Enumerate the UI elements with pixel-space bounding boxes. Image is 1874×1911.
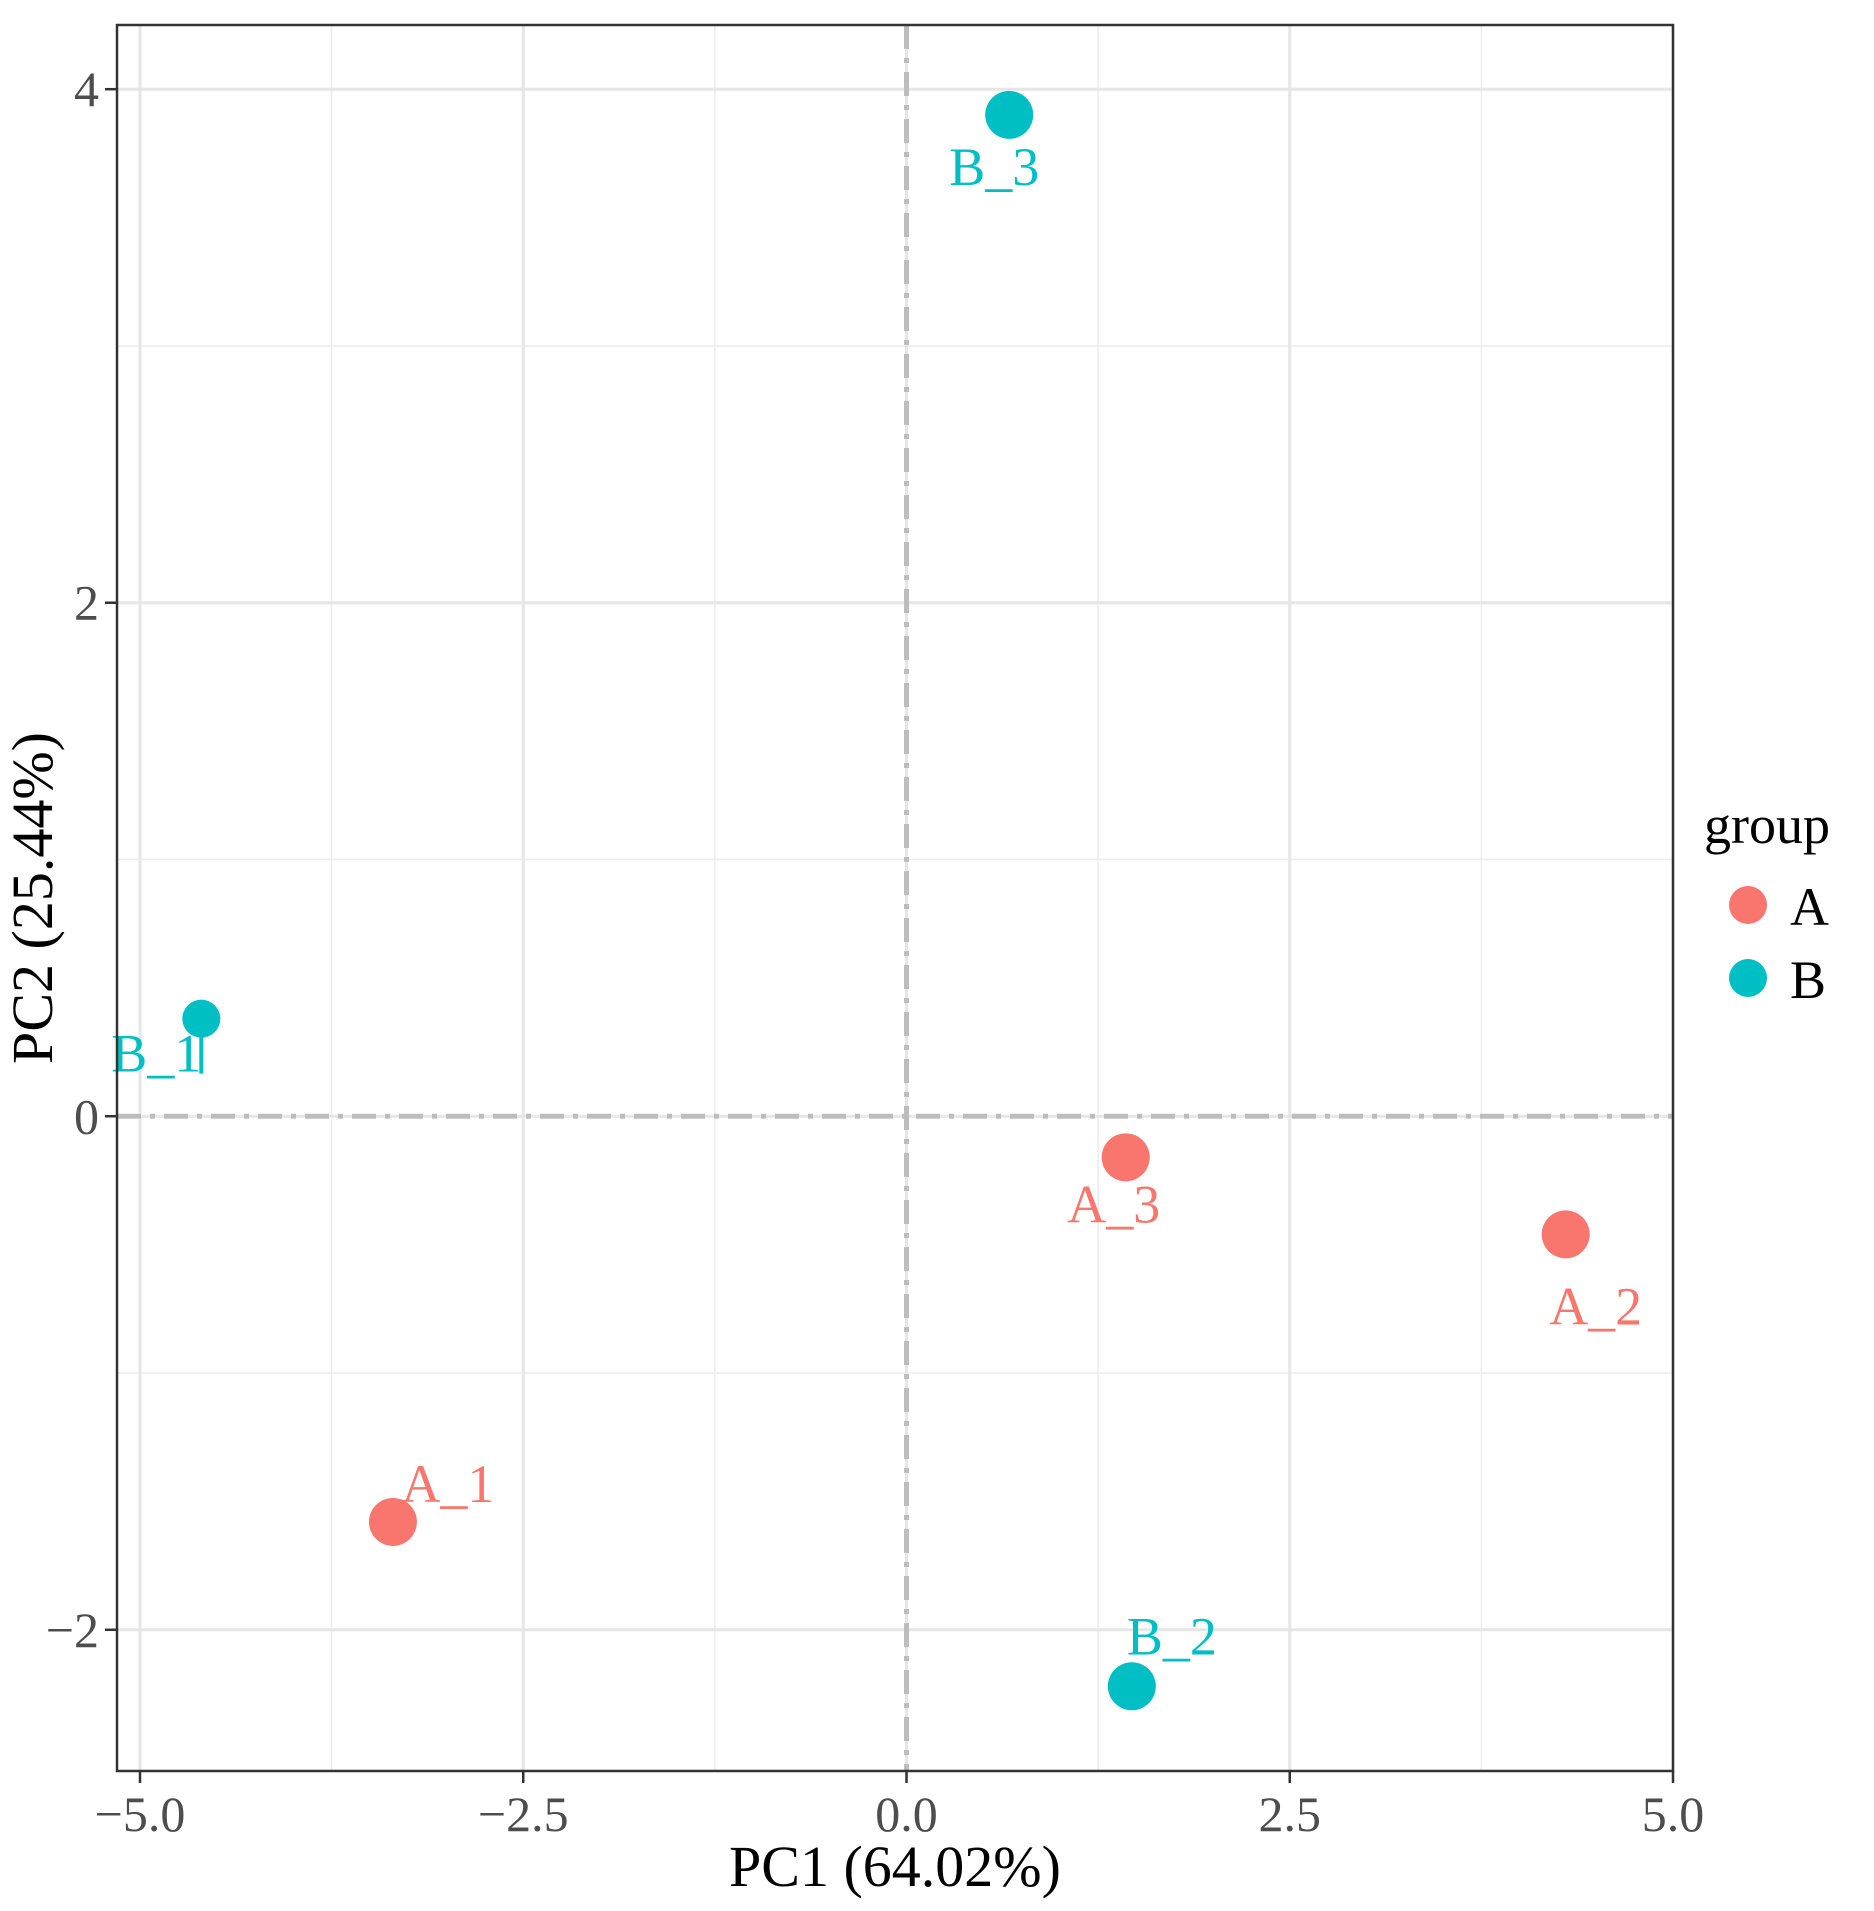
y-axis-title: PC2 (25.44%) [0, 732, 65, 1064]
plot-panel-border [115, 23, 1675, 1773]
y-tick-label: 2 [74, 575, 99, 631]
minor-gridlines [117, 25, 1673, 1771]
y-tick-label: 0 [74, 1088, 99, 1144]
point-B_2 [1107, 1662, 1156, 1711]
point-label-A_3: A_3 [1067, 1174, 1160, 1234]
x-tick-label: −5.0 [95, 1786, 186, 1842]
x-tick-label: 5.0 [1642, 1786, 1705, 1842]
point-A_1 [368, 1497, 417, 1546]
point-label-A_1: A_1 [401, 1454, 494, 1514]
x-axis-title: PC1 (64.02%) [729, 1834, 1061, 1899]
y-axis-ticks: −2 0 2 4 [46, 61, 117, 1658]
point-label-B_2: B_2 [1127, 1606, 1217, 1666]
legend-title: group [1704, 795, 1830, 855]
point-A_2 [1541, 1210, 1590, 1259]
x-tick-label: 0.0 [875, 1786, 938, 1842]
legend-key-B [1729, 959, 1767, 997]
point-label-A_2: A_2 [1549, 1276, 1642, 1336]
point-labels: A_1 A_2 A_3 B_1 B_2 B_3 [111, 137, 1642, 1666]
y-tick-label: −2 [46, 1602, 99, 1658]
major-gridlines [117, 25, 1675, 1771]
x-axis-ticks: −5.0 −2.5 0.0 2.5 5.0 [95, 1771, 1705, 1842]
legend: group AB [1704, 795, 1830, 1010]
legend-key-A [1729, 886, 1767, 924]
x-tick-label: 2.5 [1258, 1786, 1321, 1842]
legend-label-B: B [1790, 950, 1826, 1010]
x-tick-label: −2.5 [478, 1786, 569, 1842]
point-A_3 [1101, 1133, 1150, 1182]
point-B_3 [985, 90, 1034, 139]
y-tick-label: 4 [74, 61, 99, 117]
point-label-B_1: B_1 [111, 1024, 201, 1084]
plot-panel [117, 25, 1673, 1771]
reference-lines [117, 25, 1673, 1771]
point-label-B_3: B_3 [949, 137, 1039, 197]
legend-label-A: A [1790, 877, 1829, 937]
